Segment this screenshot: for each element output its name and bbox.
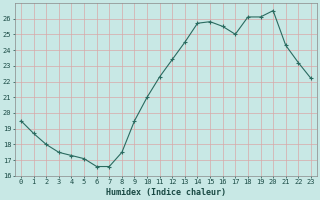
X-axis label: Humidex (Indice chaleur): Humidex (Indice chaleur) [106,188,226,197]
